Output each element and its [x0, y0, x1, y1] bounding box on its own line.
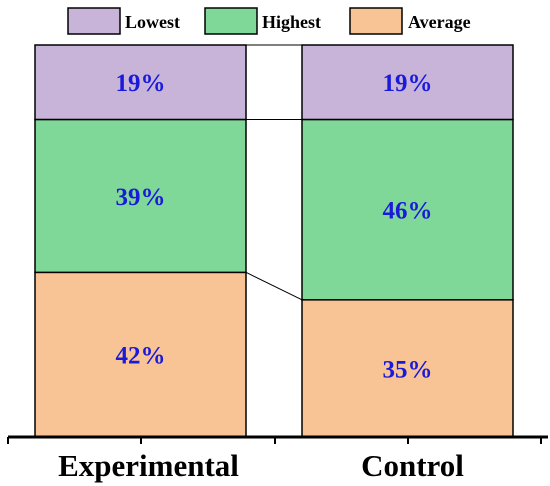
bar-control-lowest [301, 44, 514, 121]
data-labels: 42% 39% 19% 35% 46% 19% [116, 70, 433, 383]
data-label-experimental-average: 42% [116, 343, 166, 370]
connector-lines [245, 44, 303, 301]
legend: Lowest Highest Average [67, 7, 471, 35]
legend-swatch-highest [204, 7, 258, 35]
legend-label-average: Average [408, 12, 471, 32]
bar-experimental-average [34, 271, 247, 438]
x-tick-label-experimental: Experimental [58, 448, 239, 483]
legend-swatch-average [349, 7, 403, 35]
bar-experimental-lowest [34, 44, 247, 121]
data-label-control-highest: 46% [383, 198, 433, 225]
legend-label-lowest: Lowest [125, 12, 180, 32]
data-label-experimental-lowest: 19% [116, 70, 166, 97]
x-tick-label-control: Control [361, 448, 464, 483]
bar-control-highest [301, 118, 514, 301]
legend-label-highest: Highest [262, 12, 321, 32]
data-label-control-average: 35% [383, 356, 433, 383]
bars [34, 44, 514, 438]
connector-line-1 [245, 271, 303, 301]
legend-swatch-lowest [67, 7, 121, 35]
data-label-control-lowest: 19% [383, 70, 433, 97]
data-label-experimental-highest: 39% [116, 184, 166, 211]
x-axis: Experimental Control [7, 435, 548, 483]
bar-control-average [301, 299, 514, 438]
